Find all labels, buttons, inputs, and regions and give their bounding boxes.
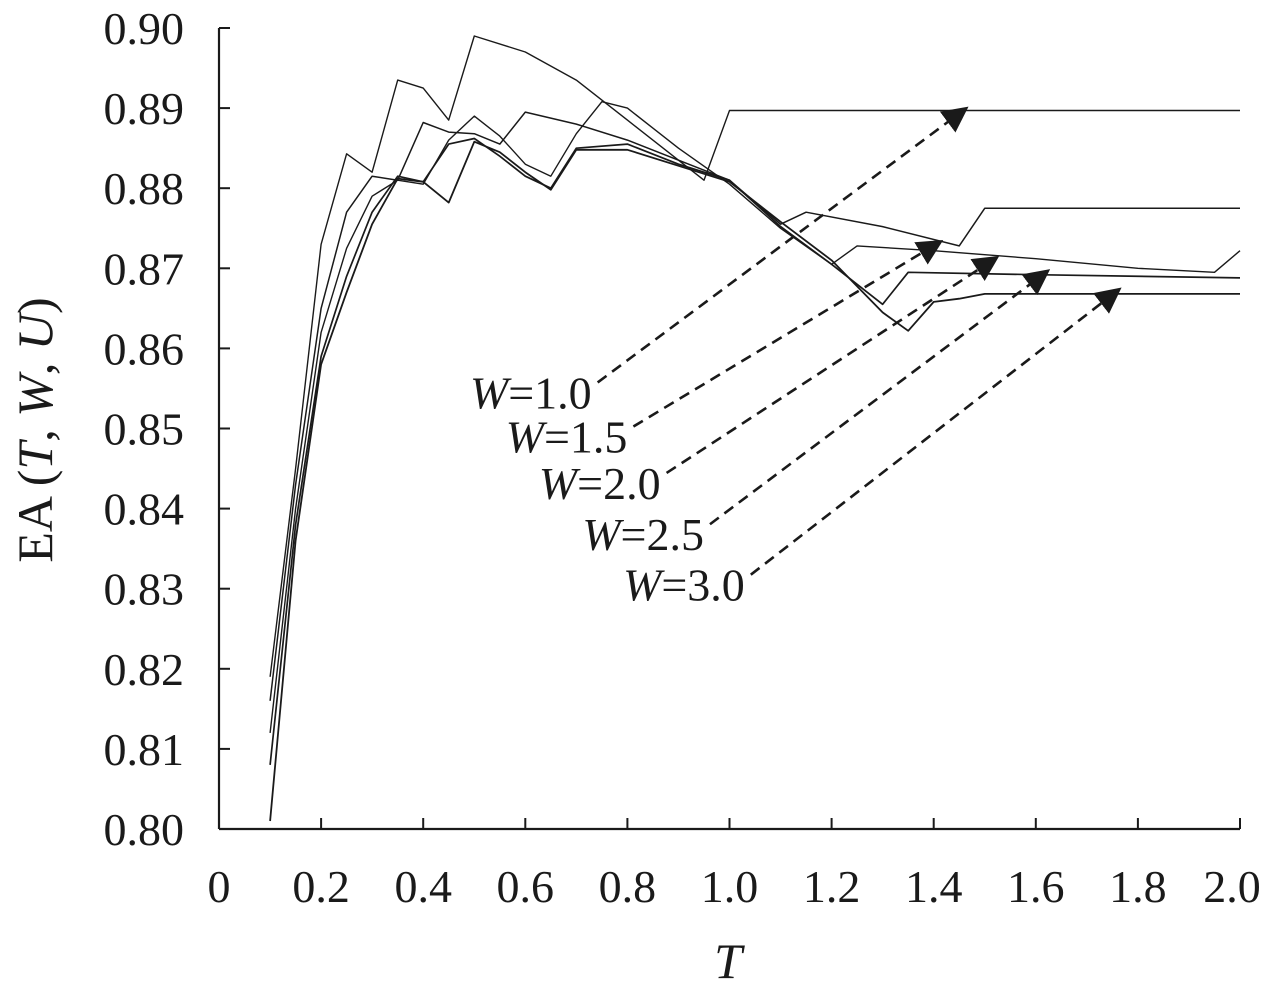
y-label-suffix: ): [7, 297, 63, 314]
series-label-var: W: [506, 412, 548, 463]
series-label-value: =1.0: [508, 367, 591, 418]
series-label-var: W: [470, 367, 512, 418]
annotation-arrow-5: [750, 287, 1122, 576]
y-tick-label: 0.88: [104, 163, 185, 214]
axes: [217, 28, 1240, 831]
series-line-5: [269, 140, 1240, 822]
x-axis-label: T: [714, 933, 745, 989]
y-label-var-t: T: [7, 439, 63, 470]
y-tick-label: 0.84: [104, 484, 185, 535]
series-label-value: =2.0: [577, 458, 660, 509]
y-label-sep-2: ,: [7, 350, 63, 375]
series-label-5: W=3.0: [623, 560, 745, 611]
y-tick-label: 0.85: [104, 404, 185, 455]
series-label-1: W=1.0: [470, 367, 592, 418]
annotation-arrow-4: [709, 269, 1051, 526]
series-label-2: W=1.5: [506, 412, 628, 463]
series-label-var: W: [539, 458, 581, 509]
x-tick-label: 1.4: [905, 861, 963, 912]
series-lines: [269, 35, 1241, 822]
series-label-value: =3.0: [661, 560, 744, 611]
x-tick-label: 1.0: [701, 861, 759, 912]
annotation-arrow-1: [596, 106, 969, 384]
x-tick-label: 0: [208, 861, 231, 912]
series-label-var: W: [582, 509, 624, 560]
series-label-value: =1.5: [544, 412, 627, 463]
x-tick-label: 0.4: [394, 861, 452, 912]
y-axis-label: EA (T, W, U): [7, 297, 63, 562]
series-line-3: [269, 100, 1241, 733]
x-tick-label: 1.2: [803, 861, 861, 912]
x-tick-label: 0.6: [497, 861, 555, 912]
y-label-var-u: U: [7, 311, 63, 350]
y-tick-label: 0.90: [104, 3, 185, 54]
x-tick-label: 2.0: [1203, 861, 1261, 912]
y-tick-label: 0.82: [104, 644, 185, 695]
y-tick-label: 0.87: [104, 243, 185, 294]
x-tick-label: 1.8: [1109, 861, 1167, 912]
y-tick-label: 0.80: [104, 804, 185, 855]
x-tick-label: 1.6: [1007, 861, 1065, 912]
series-line-2: [269, 111, 1240, 701]
y-tick-label: 0.89: [104, 83, 185, 134]
series-label-3: W=2.0: [539, 458, 661, 509]
series-label-value: =2.5: [621, 509, 704, 560]
series-label-4: W=2.5: [582, 509, 704, 560]
annotations: W=1.0W=1.5W=2.0W=2.5W=3.0: [470, 106, 1122, 611]
y-ticks: 0.80 0.81 0.82 0.83 0.84 0.85 0.86 0.87 0.88 0.89…: [104, 3, 230, 855]
x-tick-label: 0.2: [292, 861, 350, 912]
series-label-var: W: [623, 560, 665, 611]
y-tick-label: 0.83: [104, 564, 185, 615]
y-label-var-w: W: [7, 371, 63, 417]
y-tick-label: 0.86: [104, 323, 185, 374]
y-label-prefix: EA (: [7, 470, 63, 563]
x-ticks: 0 0.2 0.4 0.6 0.8 1.0 1.2 1.4 1.6 1.8 2.0: [208, 818, 1261, 912]
x-tick-label: 0.8: [599, 861, 657, 912]
annotation-arrow-3: [665, 255, 1000, 475]
series-line-4: [269, 137, 1241, 765]
series-line-1: [269, 35, 1240, 677]
y-tick-label: 0.81: [104, 724, 185, 775]
annotation-arrow-2: [632, 239, 944, 428]
y-label-sep-1: ,: [7, 417, 63, 442]
